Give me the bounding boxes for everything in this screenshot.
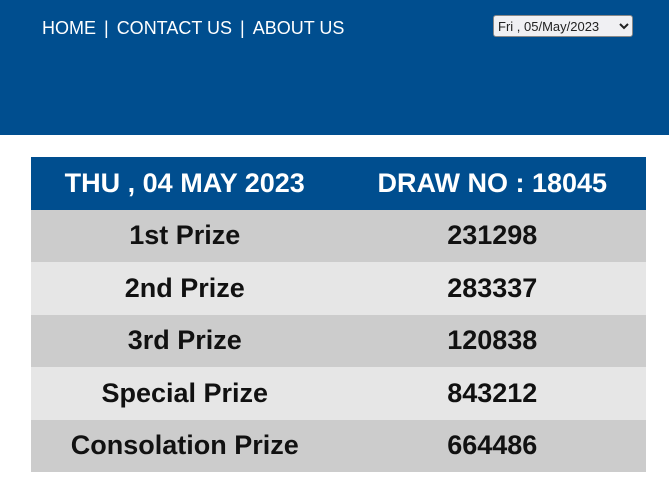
- prize-name: 1st Prize: [129, 220, 241, 251]
- results-table: THU , 04 MAY 2023 DRAW NO : 18045 1st Pr…: [31, 157, 646, 472]
- prize-row: 1st Prize 231298: [31, 209, 646, 262]
- prize-row: 3rd Prize 120838: [31, 314, 646, 367]
- nav-separator: |: [104, 18, 109, 38]
- prize-name: 2nd Prize: [124, 272, 245, 303]
- prize-name: Special Prize: [101, 377, 269, 408]
- nav-about-us[interactable]: ABOUT US: [252, 18, 345, 38]
- prize-number: 231298: [447, 220, 538, 251]
- prize-number: 120838: [447, 325, 538, 356]
- draw-date: THU , 04 MAY 2023: [64, 167, 305, 198]
- nav-home[interactable]: HOME: [42, 18, 96, 38]
- draw-number: DRAW NO : 18045: [377, 167, 608, 198]
- nav-separator: |: [240, 18, 245, 38]
- prize-row: Special Prize 843212: [31, 367, 646, 420]
- prize-name: Consolation Prize: [70, 430, 299, 461]
- results-header: THU , 04 MAY 2023 DRAW NO : 18045: [31, 157, 646, 210]
- nav: HOME | CONTACT US | ABOUT US: [42, 18, 344, 39]
- prize-number: 843212: [447, 377, 538, 408]
- prize-number: 664486: [447, 430, 538, 461]
- prize-name: 3rd Prize: [127, 325, 242, 356]
- header: HOME | CONTACT US | ABOUT US Fri , 05/Ma…: [0, 0, 669, 135]
- nav-contact-us[interactable]: CONTACT US: [116, 18, 233, 38]
- prize-row: 2nd Prize 283337: [31, 262, 646, 315]
- prize-number: 283337: [447, 272, 538, 303]
- prize-row: Consolation Prize 664486: [31, 419, 646, 472]
- date-select[interactable]: Fri , 05/May/2023: [493, 15, 633, 37]
